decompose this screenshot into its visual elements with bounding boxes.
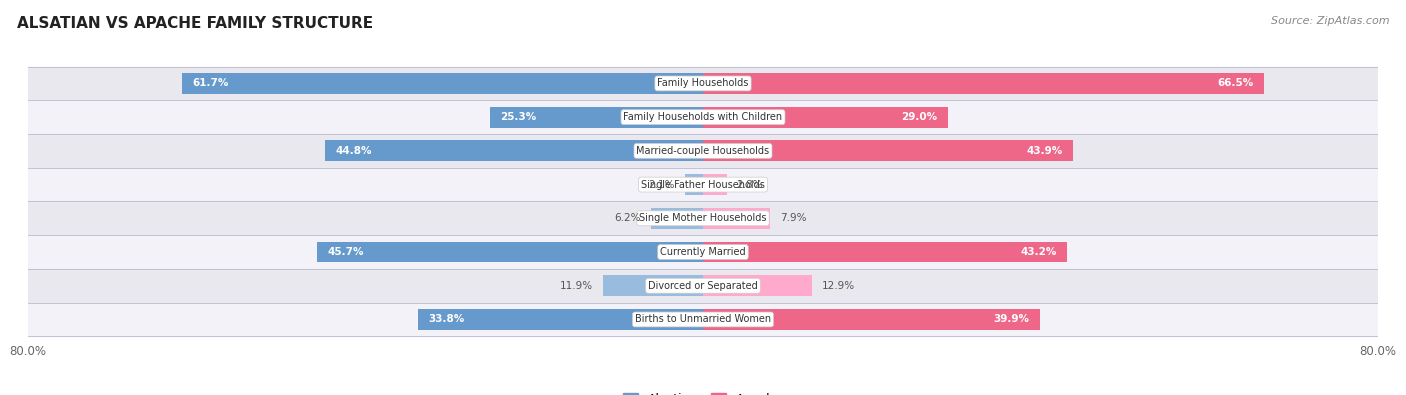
Text: 11.9%: 11.9% — [560, 281, 592, 291]
Text: 44.8%: 44.8% — [335, 146, 371, 156]
Text: 25.3%: 25.3% — [499, 112, 536, 122]
Text: 66.5%: 66.5% — [1218, 79, 1254, 88]
Text: 6.2%: 6.2% — [614, 213, 641, 223]
Text: 43.9%: 43.9% — [1026, 146, 1063, 156]
Bar — [28, 168, 1378, 201]
Bar — [489, 107, 703, 128]
Bar — [318, 242, 703, 263]
Text: Single Mother Households: Single Mother Households — [640, 213, 766, 223]
Bar — [28, 201, 1378, 235]
Bar — [418, 309, 703, 330]
Text: 2.8%: 2.8% — [737, 180, 763, 190]
Text: 39.9%: 39.9% — [994, 314, 1029, 324]
Bar — [28, 269, 1378, 303]
Text: Family Households with Children: Family Households with Children — [623, 112, 783, 122]
Text: 29.0%: 29.0% — [901, 112, 938, 122]
Text: Family Households: Family Households — [658, 79, 748, 88]
Text: Divorced or Separated: Divorced or Separated — [648, 281, 758, 291]
Text: 12.9%: 12.9% — [823, 281, 855, 291]
Bar — [685, 174, 703, 195]
Bar — [603, 275, 703, 296]
Bar — [28, 134, 1378, 168]
Bar — [703, 174, 727, 195]
Bar — [703, 208, 769, 229]
Text: 61.7%: 61.7% — [193, 79, 229, 88]
Text: Single Father Households: Single Father Households — [641, 180, 765, 190]
Bar — [703, 140, 1073, 161]
Text: Source: ZipAtlas.com: Source: ZipAtlas.com — [1271, 16, 1389, 26]
Text: ALSATIAN VS APACHE FAMILY STRUCTURE: ALSATIAN VS APACHE FAMILY STRUCTURE — [17, 16, 373, 31]
Bar — [28, 100, 1378, 134]
Bar — [703, 309, 1039, 330]
Bar — [703, 275, 811, 296]
Bar — [703, 73, 1264, 94]
Bar — [325, 140, 703, 161]
Text: 2.1%: 2.1% — [648, 180, 675, 190]
Legend: Alsatian, Apache: Alsatian, Apache — [619, 388, 787, 395]
Text: Currently Married: Currently Married — [661, 247, 745, 257]
Bar — [28, 303, 1378, 336]
Bar — [703, 107, 948, 128]
Bar — [651, 208, 703, 229]
Bar — [183, 73, 703, 94]
Text: 43.2%: 43.2% — [1021, 247, 1057, 257]
Text: 7.9%: 7.9% — [780, 213, 806, 223]
Text: Births to Unmarried Women: Births to Unmarried Women — [636, 314, 770, 324]
Bar — [703, 242, 1067, 263]
Text: Married-couple Households: Married-couple Households — [637, 146, 769, 156]
Text: 33.8%: 33.8% — [427, 314, 464, 324]
Bar — [28, 67, 1378, 100]
Bar — [28, 235, 1378, 269]
Text: 45.7%: 45.7% — [328, 247, 364, 257]
